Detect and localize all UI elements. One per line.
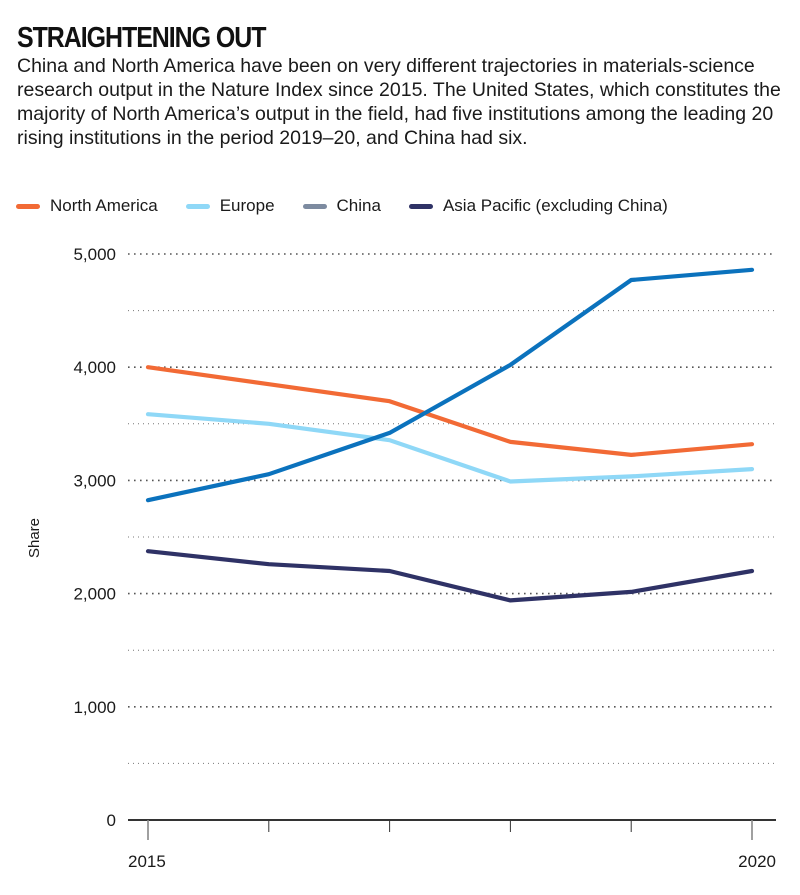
y-tick-label: 1,000 bbox=[73, 698, 116, 717]
legend-item-china: China bbox=[302, 196, 381, 216]
series-lines bbox=[145, 267, 755, 603]
gridlines bbox=[128, 253, 776, 764]
y-tick-label: 5,000 bbox=[73, 245, 116, 264]
legend-label: North America bbox=[50, 196, 158, 215]
series-line-china bbox=[145, 267, 755, 503]
y-axis-ticks: 0 1,000 2,000 3,000 4,000 5,000 bbox=[73, 245, 116, 830]
legend-item-europe: Europe bbox=[185, 196, 275, 216]
legend-item-north-america: North America bbox=[16, 196, 158, 216]
legend-swatch-north-america bbox=[16, 203, 40, 209]
chart-title: STRAIGHTENING OUT bbox=[17, 22, 267, 54]
series-line-asia-pacific-excluding-china bbox=[145, 549, 755, 603]
legend-item-asia-pacific: Asia Pacific (excluding China) bbox=[408, 196, 668, 216]
series-line-north-america bbox=[145, 365, 755, 457]
chart-subtitle: China and North America have been on ver… bbox=[17, 55, 781, 149]
y-tick-label: 2,000 bbox=[73, 585, 116, 604]
legend-swatch-china bbox=[302, 203, 327, 209]
legend: North America Europe China Asia Pacific … bbox=[16, 196, 696, 216]
legend-swatch-asia-pacific bbox=[408, 203, 433, 209]
series-line-europe bbox=[145, 412, 755, 484]
x-tick-label: 2015 bbox=[128, 852, 166, 871]
legend-label: Asia Pacific (excluding China) bbox=[442, 196, 668, 215]
x-axis: 2015 2020 bbox=[128, 819, 776, 871]
x-tick-label: 2020 bbox=[738, 852, 776, 871]
y-tick-label: 0 bbox=[107, 811, 116, 830]
y-tick-label: 4,000 bbox=[73, 358, 116, 377]
legend-swatch-europe bbox=[185, 203, 210, 209]
legend-label: Europe bbox=[219, 196, 275, 215]
y-tick-label: 3,000 bbox=[73, 471, 116, 490]
legend-label: China bbox=[336, 196, 381, 215]
y-axis-title: Share bbox=[26, 518, 43, 558]
